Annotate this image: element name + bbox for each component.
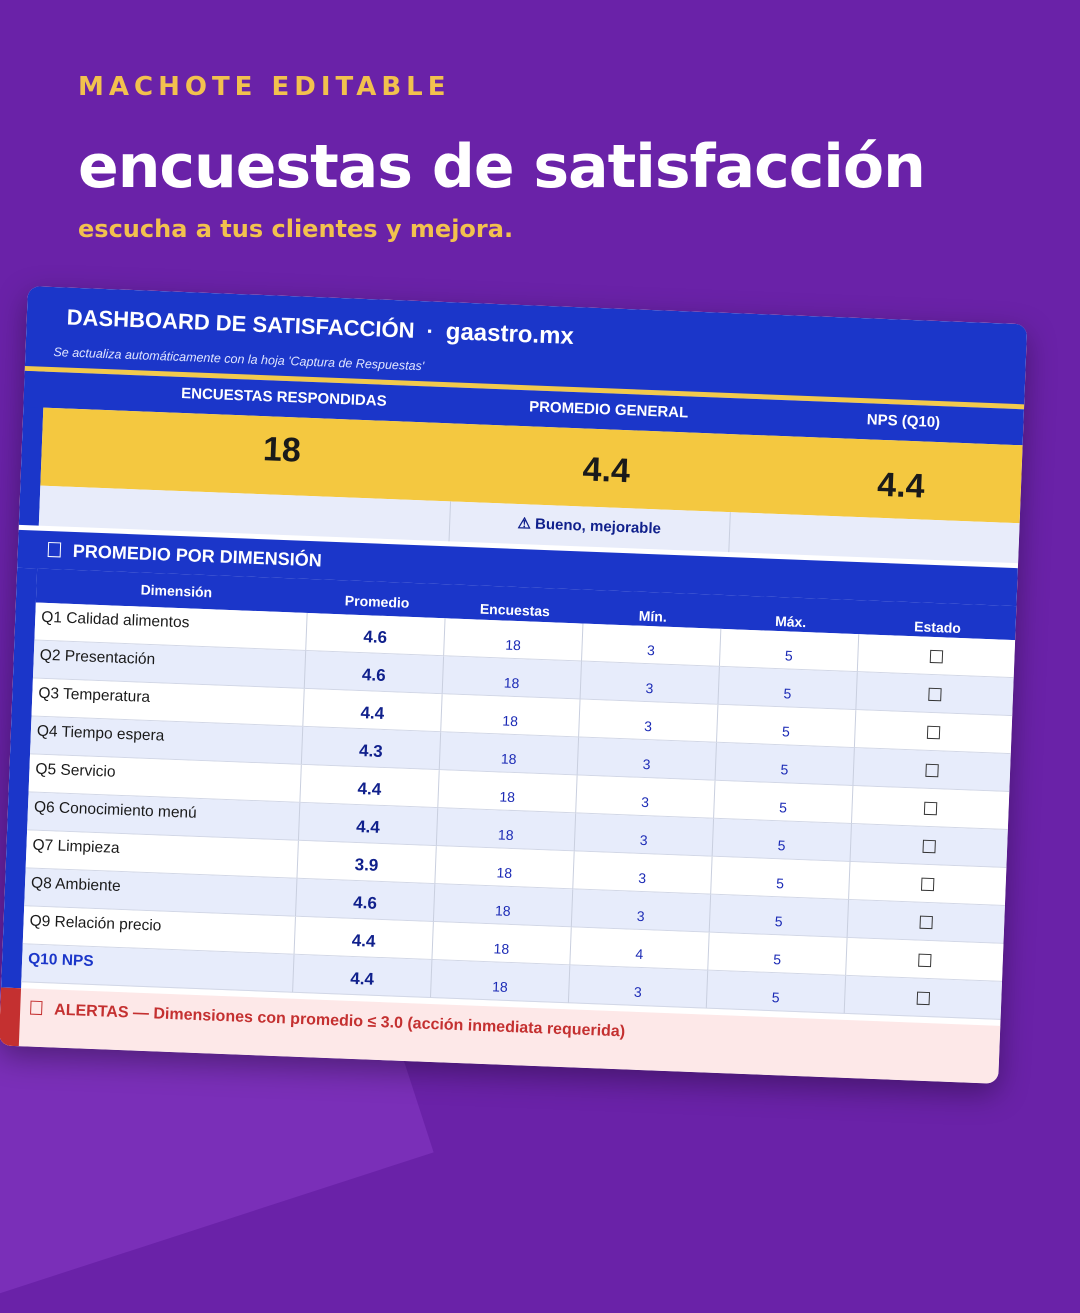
section-title-text: PROMEDIO POR DIMENSIÓN <box>72 540 323 571</box>
status-checkbox-icon[interactable]: ☐ <box>851 786 1010 831</box>
cell-average[interactable]: 4.6 <box>306 612 446 657</box>
cell-surveys[interactable]: 18 <box>430 960 571 1004</box>
alert-text: ALERTAS — Dimensiones con promedio ≤ 3.0… <box>53 1001 626 1041</box>
cell-max[interactable]: 5 <box>714 780 854 825</box>
cell-max[interactable]: 5 <box>719 628 860 673</box>
status-checkbox-icon[interactable]: ☐ <box>854 710 1013 755</box>
cell-min[interactable]: 3 <box>568 965 709 1009</box>
cell-max[interactable]: 5 <box>715 742 855 787</box>
cell-surveys[interactable]: 18 <box>436 808 577 852</box>
table-body: Q1 Calidad alimentos 4.6 18 3 5 ☐ Q2 Pre… <box>21 602 1016 1020</box>
cell-surveys[interactable]: 18 <box>441 694 581 738</box>
col-header-average: Promedio <box>344 592 410 611</box>
cell-average[interactable]: 4.4 <box>294 916 434 961</box>
promo-headline: encuestas de satisfacción <box>78 132 926 202</box>
cell-max[interactable]: 5 <box>711 856 851 900</box>
cell-surveys[interactable]: 18 <box>435 846 575 890</box>
cell-surveys[interactable]: 18 <box>432 922 572 966</box>
cell-average[interactable]: 4.4 <box>303 688 443 733</box>
cell-min[interactable]: 3 <box>576 775 716 819</box>
cell-average[interactable]: 4.4 <box>300 764 440 809</box>
site-name: gaastro.mx <box>445 318 575 350</box>
cell-min[interactable]: 3 <box>571 889 712 933</box>
cell-surveys[interactable]: 18 <box>438 770 578 814</box>
checkbox-icon <box>47 541 62 558</box>
cell-average[interactable]: 4.3 <box>301 726 442 771</box>
status-checkbox-icon[interactable]: ☐ <box>856 672 1014 717</box>
cell-max[interactable]: 5 <box>716 704 857 749</box>
status-checkbox-icon[interactable]: ☐ <box>850 824 1008 868</box>
spreadsheet-preview: DASHBOARD DE SATISFACCIÓN · gaastro.mx Se … <box>0 286 1052 1084</box>
kpi-label-nps: NPS (Q10) <box>866 411 941 432</box>
dashboard-title-text: DASHBOARD DE SATISFACCIÓN <box>66 304 416 343</box>
cell-max[interactable]: 5 <box>709 894 850 938</box>
kpi-value-nps: 4.4 <box>876 465 926 506</box>
promo-subline: escucha a tus clientes y mejora. <box>78 215 514 243</box>
status-checkbox-icon[interactable]: ☐ <box>847 899 1005 944</box>
cell-min[interactable]: 3 <box>573 851 713 895</box>
cell-average[interactable]: 3.9 <box>297 840 437 885</box>
promo-eyebrow: MACHOTE EDITABLE <box>78 72 451 102</box>
col-header-dimension: Dimensión <box>140 581 213 601</box>
cell-average[interactable]: 4.6 <box>304 650 445 695</box>
kpi-label-responded: ENCUESTAS RESPONDIDAS <box>180 384 387 410</box>
dashboard-title: DASHBOARD DE SATISFACCIÓN · gaastro.mx <box>66 304 574 351</box>
section-title: PROMEDIO POR DIMENSIÓN <box>47 540 322 572</box>
cell-surveys[interactable]: 18 <box>442 656 582 700</box>
status-checkbox-icon[interactable]: ☐ <box>857 634 1016 679</box>
cell-min[interactable]: 3 <box>579 699 719 743</box>
cell-min[interactable]: 3 <box>574 813 715 857</box>
cell-max[interactable]: 5 <box>718 666 858 711</box>
cell-max[interactable]: 5 <box>706 970 847 1014</box>
cell-surveys[interactable]: 18 <box>439 732 580 776</box>
status-checkbox-icon[interactable]: ☐ <box>849 861 1007 906</box>
col-header-surveys: Encuestas <box>479 600 551 620</box>
cell-average[interactable]: 4.4 <box>293 954 433 998</box>
alert-title: ALERTAS — Dimensiones con promedio ≤ 3.0… <box>30 1000 626 1042</box>
status-checkbox-icon[interactable]: ☐ <box>844 975 1003 1020</box>
status-checkbox-icon[interactable]: ☐ <box>853 748 1011 793</box>
alert-bar <box>0 987 22 1047</box>
kpi-value-responded: 18 <box>262 430 302 470</box>
cell-average[interactable]: 4.6 <box>295 878 436 923</box>
checkbox-icon <box>30 1000 43 1016</box>
cell-min[interactable]: 3 <box>581 623 722 667</box>
kpi-label-average: PROMEDIO GENERAL <box>528 398 689 422</box>
cell-min[interactable]: 3 <box>577 737 717 781</box>
cell-max[interactable]: 5 <box>708 932 848 976</box>
cell-min[interactable]: 4 <box>570 927 710 971</box>
title-separator: · <box>426 318 435 344</box>
cell-average[interactable]: 4.4 <box>298 802 439 847</box>
status-checkbox-icon[interactable]: ☐ <box>846 937 1004 982</box>
cell-min[interactable]: 3 <box>580 661 720 705</box>
dashboard-sheet: DASHBOARD DE SATISFACCIÓN · gaastro.mx Se … <box>0 286 1028 1084</box>
cell-max[interactable]: 5 <box>712 818 852 862</box>
cell-surveys[interactable]: 18 <box>433 884 574 928</box>
kpi-value-average: 4.4 <box>581 450 631 491</box>
cell-surveys[interactable]: 18 <box>444 618 584 662</box>
